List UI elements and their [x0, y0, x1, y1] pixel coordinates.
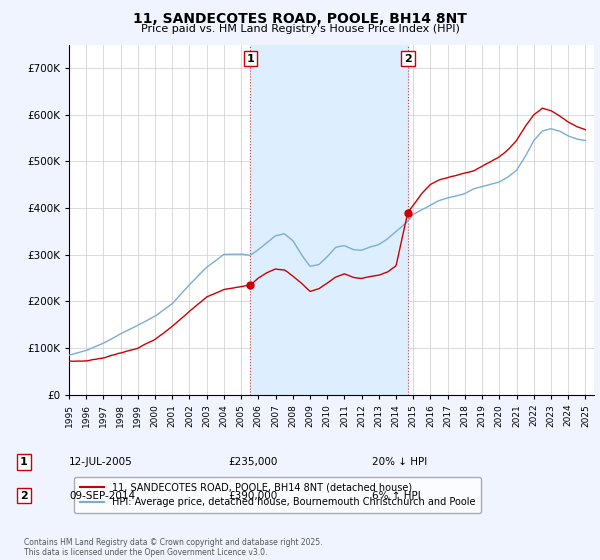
Text: 20% ↓ HPI: 20% ↓ HPI [372, 457, 427, 467]
Text: £235,000: £235,000 [228, 457, 277, 467]
Text: Contains HM Land Registry data © Crown copyright and database right 2025.
This d: Contains HM Land Registry data © Crown c… [24, 538, 323, 557]
Text: £390,000: £390,000 [228, 491, 277, 501]
Text: 11, SANDECOTES ROAD, POOLE, BH14 8NT: 11, SANDECOTES ROAD, POOLE, BH14 8NT [133, 12, 467, 26]
Text: 1: 1 [20, 457, 28, 467]
Text: 2: 2 [20, 491, 28, 501]
Bar [250, 45, 408, 395]
Text: 12-JUL-2005: 12-JUL-2005 [69, 457, 133, 467]
Text: 6% ↑ HPI: 6% ↑ HPI [372, 491, 421, 501]
Text: 2: 2 [404, 54, 412, 63]
Text: 09-SEP-2014: 09-SEP-2014 [69, 491, 135, 501]
Text: Price paid vs. HM Land Registry's House Price Index (HPI): Price paid vs. HM Land Registry's House … [140, 24, 460, 34]
Text: 1: 1 [247, 54, 254, 63]
Legend: 11, SANDECOTES ROAD, POOLE, BH14 8NT (detached house), HPI: Average price, detac: 11, SANDECOTES ROAD, POOLE, BH14 8NT (de… [74, 477, 481, 513]
